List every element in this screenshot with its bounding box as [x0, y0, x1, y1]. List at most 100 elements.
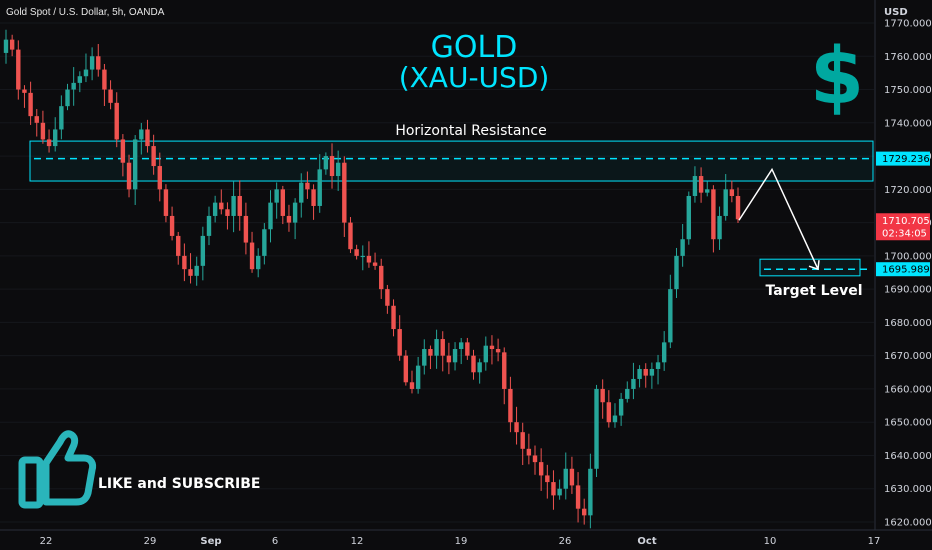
candle-body: [557, 488, 562, 496]
candle-body: [268, 202, 273, 230]
candle-body: [422, 349, 427, 366]
candle-body: [391, 305, 396, 330]
candle-body: [668, 289, 673, 343]
time-tick-label: Sep: [200, 536, 221, 547]
price-tick-label: 1660.000: [884, 384, 932, 395]
candle-body: [188, 269, 193, 276]
time-tick-label: 19: [455, 536, 468, 547]
candle-body: [471, 355, 476, 373]
candle-body: [212, 202, 218, 216]
candle-body: [477, 362, 482, 373]
candle-body: [483, 345, 488, 363]
candle-body: [3, 39, 9, 53]
time-tick-label: 17: [868, 536, 881, 547]
candle-body: [428, 349, 433, 356]
candle-body: [729, 189, 735, 196]
candle-body: [354, 249, 359, 256]
candle-body: [508, 388, 513, 423]
candle-body: [674, 255, 679, 290]
resistance-price-tag-bg: [876, 151, 930, 166]
candle-body: [711, 189, 716, 240]
time-tick-label: 22: [40, 536, 53, 547]
resistance-zone: [29, 140, 874, 182]
candle-body: [582, 508, 587, 516]
candle-body: [329, 156, 335, 177]
candle-body: [145, 129, 150, 147]
candle-body: [372, 262, 378, 266]
candle-body: [292, 202, 298, 223]
candle-body: [163, 189, 169, 216]
candle-body: [311, 189, 316, 206]
candle-body: [71, 82, 76, 90]
chart-symbol-title: Gold Spot / U.S. Dollar, 5h, OANDA: [6, 7, 165, 18]
candle-body: [409, 382, 415, 389]
candle-body: [274, 189, 279, 203]
candle-body: [53, 129, 58, 147]
candle-body: [588, 468, 593, 516]
candle-body: [446, 355, 452, 363]
price-tick-label: 1620.000: [884, 518, 932, 529]
time-tick-label: 29: [144, 536, 157, 547]
candle-body: [680, 239, 685, 256]
chart-title-line2: (XAU-USD): [399, 61, 550, 94]
candle-body: [83, 69, 89, 77]
candle-body: [59, 106, 64, 130]
candle-body: [618, 398, 624, 416]
candle-body: [169, 215, 175, 236]
candle-body: [403, 355, 409, 383]
candle-body: [434, 339, 439, 356]
candle-body: [655, 362, 661, 369]
candle-body: [612, 415, 618, 423]
candle-body: [360, 255, 365, 258]
candle-body: [458, 342, 464, 350]
candle-body: [249, 242, 255, 270]
time-tick-label: 26: [559, 536, 572, 547]
candle-body: [489, 345, 495, 350]
resistance-label: Horizontal Resistance: [395, 123, 546, 139]
time-tick-label: Oct: [637, 536, 656, 547]
candle-body: [108, 89, 113, 103]
candle-body: [9, 39, 15, 50]
target-price-tag-bg: [876, 262, 930, 277]
candle-body: [335, 162, 341, 177]
candle-body: [46, 139, 52, 147]
candle-body: [606, 402, 612, 423]
current-price-tag-bg: [876, 213, 930, 241]
candle-body: [379, 265, 384, 290]
candle-body: [600, 388, 605, 403]
candle-body: [206, 215, 212, 236]
candle-body: [139, 129, 144, 140]
candle-body: [231, 195, 236, 216]
target-zone: [759, 258, 861, 277]
resistance-price-tag-text: 1729.236: [882, 154, 930, 165]
time-tick-label: 12: [351, 536, 364, 547]
candle-body: [637, 368, 642, 379]
dollar-icon: $: [810, 32, 864, 122]
candle-body: [89, 56, 95, 70]
candle-body: [243, 215, 249, 243]
candle-body: [323, 156, 329, 170]
candle-body: [194, 265, 199, 276]
candle-body: [342, 162, 347, 223]
candle-body: [735, 195, 741, 220]
current-price-tag-text: 1710.705: [882, 216, 930, 227]
candle-body: [625, 388, 630, 399]
candle-body: [538, 462, 544, 476]
grid: [0, 22, 874, 523]
target-price-tag-text: 1695.989: [882, 265, 930, 276]
time-axis-ticks: 22 29 Sep 6 12 19 26 Oct 10 17: [40, 536, 881, 547]
candle-body: [594, 388, 599, 469]
candle-body: [317, 169, 322, 206]
candle-body: [114, 102, 119, 140]
candle-body: [397, 329, 402, 356]
candle-body: [440, 339, 445, 356]
candle-body: [102, 69, 107, 90]
candle-body: [526, 448, 532, 456]
candle-body: [698, 176, 704, 193]
candle-body: [200, 235, 206, 266]
zones: [29, 140, 874, 277]
candle-body: [520, 432, 525, 449]
candle-body: [120, 139, 126, 163]
projection-arrow: [738, 167, 820, 271]
candle-body: [256, 255, 261, 270]
